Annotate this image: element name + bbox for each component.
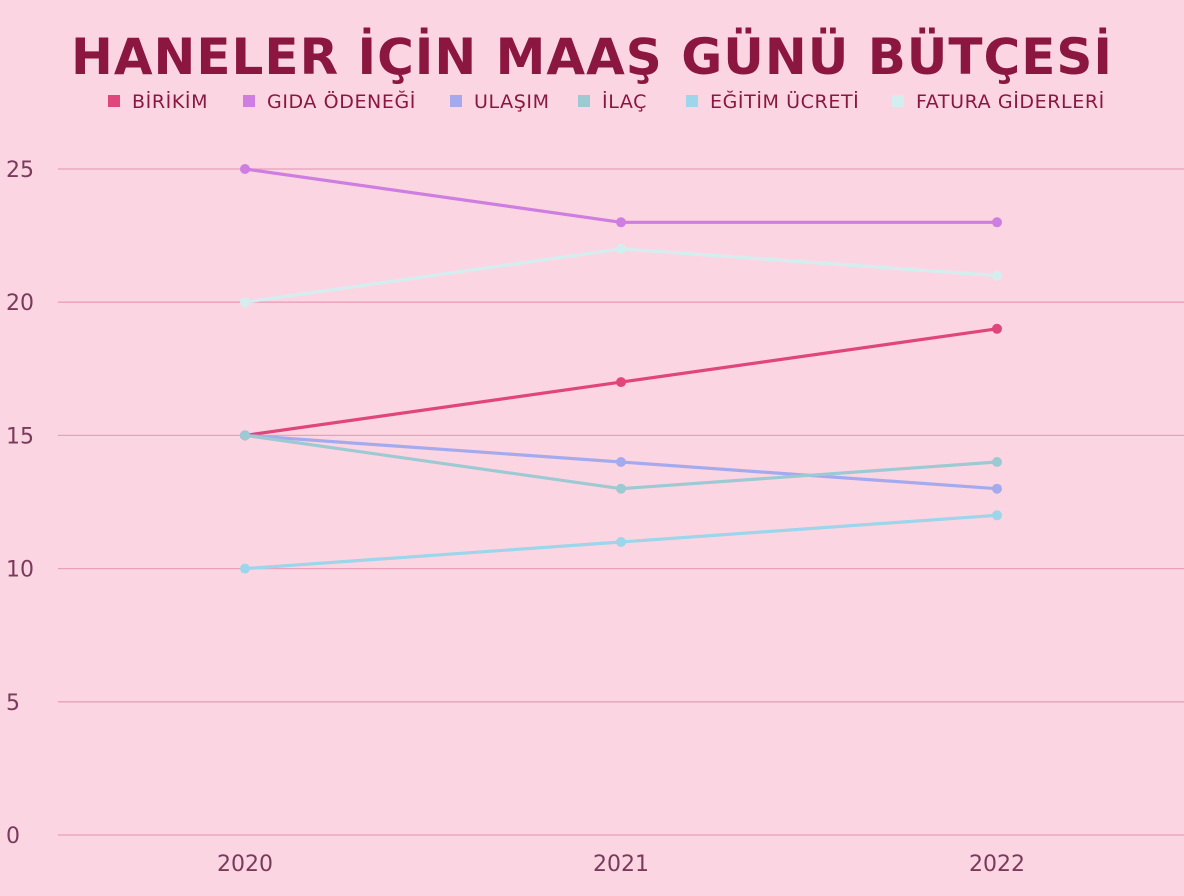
series-line <box>243 247 999 304</box>
series-4 <box>240 430 1002 494</box>
data-point <box>992 323 1002 334</box>
data-point <box>616 243 626 254</box>
data-point <box>616 217 626 228</box>
y-tick-label: 15 <box>6 424 34 449</box>
legend-label: ULAŞIM <box>474 91 550 113</box>
data-point <box>616 377 626 388</box>
legend-swatch <box>243 95 255 107</box>
legend-item-5: EĞİTİM ÜCRETİ <box>686 89 859 113</box>
legend-swatch <box>892 95 904 107</box>
legend-swatch <box>108 95 120 107</box>
data-point <box>992 270 1002 281</box>
series-2 <box>240 164 1002 228</box>
chart-title: HANELER İÇİN MAAŞ GÜNÜ BÜTÇESİ <box>71 27 1113 86</box>
legend-swatch <box>578 95 590 107</box>
data-point <box>616 457 626 467</box>
data-point <box>992 457 1002 467</box>
legend-item-6: FATURA GİDERLERİ <box>892 90 1105 113</box>
y-tick-label: 5 <box>6 691 20 716</box>
data-point <box>240 164 250 174</box>
legend-item-4: İLAÇ <box>578 90 647 113</box>
y-tick-label: 20 <box>6 291 34 316</box>
data-point <box>616 483 626 494</box>
x-tick-label: 2020 <box>217 852 273 877</box>
legend-item-2: GIDA ÖDENEĞİ <box>243 89 416 113</box>
legend-swatch <box>450 95 462 107</box>
data-point <box>616 537 626 547</box>
data-point <box>992 483 1002 494</box>
data-point <box>240 563 250 574</box>
legend-swatch <box>686 95 698 107</box>
series-5 <box>240 510 1002 574</box>
x-tick-label: 2022 <box>969 852 1025 877</box>
legend-label: GIDA ÖDENEĞİ <box>267 89 416 113</box>
data-point <box>992 510 1002 521</box>
legend-label: BİRİKİM <box>132 90 208 113</box>
legend-item-1: BİRİKİM <box>108 90 208 113</box>
legend-label: FATURA GİDERLERİ <box>916 90 1105 113</box>
y-tick-label: 25 <box>6 158 34 183</box>
legend-item-3: ULAŞIM <box>450 91 550 113</box>
y-tick-label: 0 <box>6 824 20 849</box>
series-line <box>243 167 999 224</box>
legend-label: İLAÇ <box>602 90 647 113</box>
series-1 <box>240 323 1002 441</box>
y-tick-label: 10 <box>6 558 34 583</box>
data-point <box>240 297 250 308</box>
x-tick-label: 2021 <box>593 852 649 877</box>
data-point <box>992 217 1002 228</box>
legend-label: EĞİTİM ÜCRETİ <box>710 89 859 113</box>
data-point <box>240 430 250 441</box>
series-6 <box>240 243 1002 308</box>
